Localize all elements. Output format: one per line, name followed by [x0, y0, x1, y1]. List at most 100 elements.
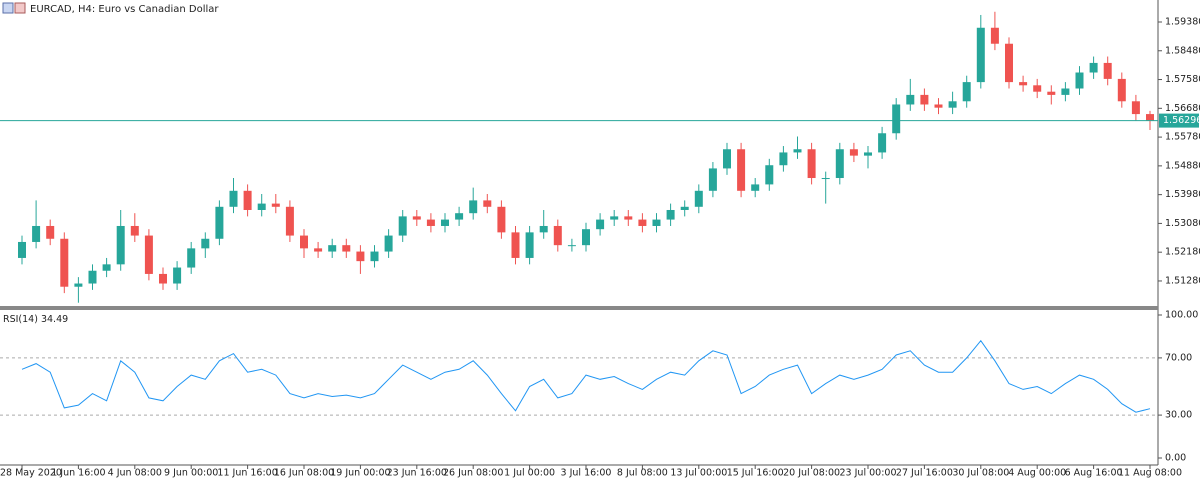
candle-body — [638, 219, 647, 226]
candle-body — [511, 232, 520, 258]
candles — [18, 11, 1154, 303]
candle-body — [596, 219, 605, 230]
y-tick-label: 1.56680 — [1165, 103, 1200, 114]
candle-body — [88, 270, 97, 284]
candle-body — [187, 248, 196, 268]
candle-body — [441, 219, 449, 226]
current-price-box — [1159, 113, 1199, 128]
y-tick-label: 1.53980 — [1165, 189, 1200, 200]
candle-body — [962, 82, 971, 102]
candle-body — [384, 235, 393, 252]
panel-separator — [0, 306, 1158, 310]
candle-body — [793, 149, 802, 153]
y-tick-label: 1.52180 — [1165, 247, 1200, 258]
x-tick-label: 11 Aug 08:00 — [1118, 468, 1182, 479]
candle-body — [116, 225, 125, 265]
candle-body — [976, 27, 985, 83]
indicator-name: RSI(14) — [3, 314, 38, 325]
candle-body — [990, 27, 999, 44]
indicator-value: 34.49 — [41, 314, 68, 325]
candle-body — [892, 104, 901, 134]
candle-body — [243, 190, 252, 210]
y-tick-label: 1.54880 — [1165, 160, 1200, 171]
candle-body — [934, 104, 943, 108]
candle-body — [1061, 88, 1070, 95]
candle-body — [469, 200, 478, 214]
candle-body — [1047, 91, 1056, 95]
candle-body — [864, 152, 872, 156]
candle-body — [1117, 78, 1126, 102]
candle-body — [948, 101, 957, 108]
candle-body — [1019, 82, 1028, 86]
candle-body — [666, 209, 675, 220]
candle-body — [567, 245, 576, 247]
candle-body — [906, 94, 915, 105]
candle-body — [60, 238, 69, 287]
indicator-label: RSI(14) 34.49 — [3, 314, 68, 325]
x-tick-label: 4 Aug 00:00 — [1008, 468, 1066, 479]
x-tick-label: 13 Jul 00:00 — [670, 468, 727, 479]
candle-body — [821, 178, 830, 180]
candle-body — [356, 251, 365, 262]
candle-body — [1033, 85, 1042, 92]
candle-body — [737, 149, 746, 191]
candle-body — [159, 273, 167, 284]
x-tick-label: 1 Jul 00:00 — [504, 468, 555, 479]
symbol-icons — [2, 2, 26, 14]
candle-body — [1005, 43, 1013, 83]
x-tick-label: 23 Jul 00:00 — [840, 468, 897, 479]
candle-body — [539, 225, 548, 233]
rsi-y-tick-label: 70.00 — [1165, 352, 1192, 363]
y-tick-label: 1.59380 — [1165, 16, 1200, 27]
candle-body — [1103, 62, 1112, 79]
candle-body — [426, 219, 435, 226]
candle-body — [285, 206, 294, 236]
candle-body — [173, 267, 182, 284]
candle-body — [708, 168, 717, 191]
candle-body — [483, 200, 492, 207]
candle-body — [102, 264, 111, 271]
candle-body — [751, 184, 760, 191]
candle-body — [455, 213, 464, 220]
x-tick-label: 16 Jun 08:00 — [274, 468, 334, 479]
rsi-y-tick-label: 0.00 — [1165, 452, 1186, 463]
candle-body — [694, 190, 703, 207]
y-tick-label: 1.57580 — [1165, 74, 1200, 85]
candle-body — [201, 238, 210, 249]
candle-body — [807, 149, 816, 179]
x-tick-label: 28 May 2020 — [0, 468, 62, 479]
candle-body — [1146, 114, 1154, 121]
candle-body — [652, 219, 661, 226]
candle-body — [624, 216, 633, 220]
candle-body — [920, 94, 929, 105]
x-tick-label: 30 Jul 08:00 — [952, 468, 1009, 479]
x-tick-label: 23 Jun 16:00 — [387, 468, 447, 479]
icon — [14, 2, 26, 14]
y-tick-label: 1.51280 — [1165, 275, 1200, 286]
candle-body — [32, 225, 41, 242]
x-tick-label: 4 Jun 08:00 — [108, 468, 162, 479]
candle-body — [1089, 62, 1098, 73]
candle-body — [835, 149, 844, 179]
x-tick-label: 11 Jun 16:00 — [217, 468, 277, 479]
candle-body — [74, 283, 83, 287]
x-tick-label: 26 Jun 08:00 — [443, 468, 503, 479]
candle-body — [314, 248, 323, 252]
candle-body — [723, 149, 731, 169]
candle-body — [497, 206, 506, 233]
x-tick-label: 6 Aug 16:00 — [1065, 468, 1123, 479]
candle-body — [18, 241, 26, 258]
x-tick-label: 27 Jul 16:00 — [896, 468, 953, 479]
y-tick-label: 1.55780 — [1165, 132, 1200, 143]
candle-body — [398, 216, 407, 236]
candle-body — [525, 232, 534, 258]
candle-body — [779, 152, 788, 166]
candle-body — [257, 203, 266, 210]
x-tick-label: 19 Jun 00:00 — [330, 468, 390, 479]
rsi-line — [21, 339, 1151, 413]
rsi-y-tick-label: 30.00 — [1165, 410, 1192, 421]
candle-body — [271, 203, 280, 207]
candle-body — [342, 245, 351, 252]
